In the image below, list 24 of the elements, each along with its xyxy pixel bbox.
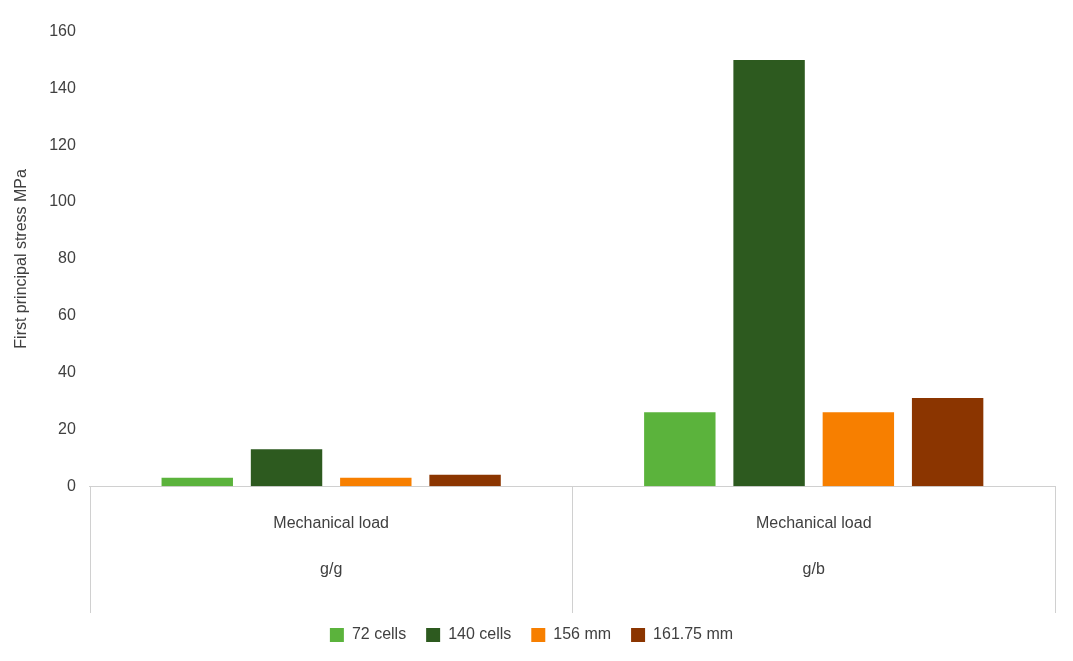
- legend-label: 156 mm: [553, 625, 612, 643]
- bar: [250, 449, 323, 487]
- category-label: Mechanical load g/g: [273, 513, 389, 578]
- bar: [644, 412, 716, 487]
- y-tick-label: 0: [66, 476, 76, 494]
- y-tick-label: 120: [49, 135, 76, 153]
- y-tick-label: 140: [49, 78, 76, 96]
- legend-label: 161.75 mm: [653, 625, 734, 643]
- legend-label: 140 cells: [448, 625, 512, 643]
- y-tick-label: 20: [58, 419, 76, 437]
- bar: [161, 477, 233, 487]
- bar: [733, 60, 805, 487]
- y-axis-title: First principal stress MPa: [12, 169, 30, 349]
- bar: [340, 477, 412, 487]
- bar: [911, 398, 984, 487]
- category-label: Mechanical load g/b: [755, 513, 872, 578]
- y-tick-label: 160: [49, 22, 76, 40]
- y-tick-label: 80: [58, 249, 76, 267]
- y-tick-label: 60: [58, 306, 76, 324]
- y-tick-label: 100: [49, 192, 76, 210]
- bar: [822, 412, 895, 487]
- bar: [429, 474, 501, 487]
- y-tick-label: 40: [58, 362, 76, 380]
- legend-label: 72 cells: [351, 625, 407, 643]
